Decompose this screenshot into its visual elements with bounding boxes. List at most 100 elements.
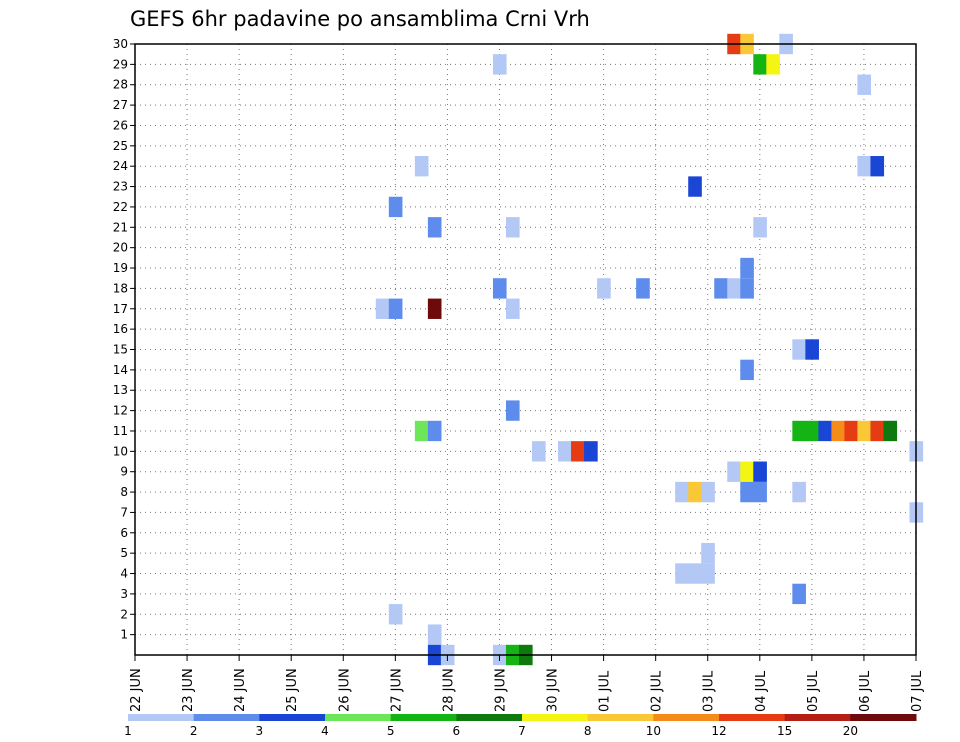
heatmap-cell [688,176,702,197]
color-bar-label: 15 [777,724,792,738]
heatmap-cell [740,257,754,279]
y-tick-label: 4 [120,567,128,581]
heatmap-cell [870,420,885,442]
heatmap-cell [818,420,832,442]
color-bar-swatch [325,714,392,721]
heatmap-cell [492,54,507,75]
color-bar-label: 10 [646,724,661,738]
color-bar-label: 20 [843,724,858,738]
heatmap-cell [558,441,572,462]
y-axis: 1234567891011121314151617181920212223242… [113,37,135,642]
y-tick-label: 11 [113,424,128,438]
y-tick-label: 3 [120,587,128,601]
color-bar-label: 2 [190,724,198,738]
heatmap-cell [688,481,702,503]
y-tick-label: 15 [113,343,128,357]
x-tick-label: 03 JUL [702,670,717,712]
heatmap-cell [844,420,859,442]
heatmap-cell [727,461,741,482]
heatmap-cell [792,481,806,503]
heatmap-cell [505,217,520,238]
heatmap-cell [740,461,754,482]
x-tick-label: 22 JUN [129,668,144,712]
color-bar-swatch [784,714,851,721]
heatmap-cell [701,563,715,584]
y-tick-label: 12 [113,404,128,418]
y-tick-label: 26 [113,118,128,132]
y-tick-label: 8 [120,485,128,499]
x-tick-label: 01 JUL [598,670,613,712]
x-tick-label: 29 JUN [493,668,508,712]
y-tick-label: 7 [120,505,128,519]
y-tick-label: 1 [120,628,128,642]
y-tick-label: 19 [113,261,128,275]
y-tick-label: 13 [113,383,128,397]
color-bar-label: 8 [584,724,592,738]
heatmap-cell [532,441,546,462]
y-tick-label: 24 [113,159,128,173]
x-tick-label: 24 JUN [233,668,248,712]
y-tick-label: 20 [113,241,128,255]
heatmap-cell [375,298,390,319]
heatmap-cell [740,278,754,299]
heatmap-cell [675,481,689,503]
color-bar-label: 12 [711,724,726,738]
y-tick-label: 30 [113,37,128,51]
heatmap-cell [701,542,715,564]
color-bar-label: 5 [387,724,395,738]
x-tick-label: 27 JUN [389,668,404,712]
y-tick-label: 16 [113,322,128,336]
heatmap-cell [883,420,898,442]
heatmap-cell [636,278,650,299]
heatmap-cell [792,583,806,605]
heatmap-cell [597,278,611,299]
heatmap-cell [792,420,806,442]
heatmap-cell [427,624,442,645]
heatmap-cell [727,278,741,299]
y-tick-label: 27 [113,98,128,112]
heatmap-cell [753,461,767,482]
color-bar-swatch [653,714,720,721]
color-bar-label: 1 [124,724,132,738]
heatmap-cell [571,441,585,462]
color-bar-label: 3 [256,724,264,738]
color-bar-swatch [850,714,917,721]
y-tick-label: 18 [113,281,128,295]
heatmap-cell [857,156,872,177]
y-tick-label: 21 [113,220,128,234]
x-axis: 22 JUN 23 JUN 24 JUN 25 JUN 26 JUN 27 JUN 28 J… [129,655,925,712]
color-bar-swatch [259,714,326,721]
heatmap-cell [805,420,819,442]
y-tick-label: 29 [113,57,128,71]
heatmap-cell [388,196,403,218]
heatmap-cell [701,481,715,503]
heatmap-cell [505,298,520,319]
color-bar-swatch [719,714,786,721]
color-bar-swatch [390,714,457,721]
heatmap-cell [584,441,598,462]
y-tick-label: 28 [113,78,128,92]
color-bar: 1 2 3 4 5 6 7 8 10 12 15 20 [124,714,917,738]
heatmap-cell [427,420,442,442]
heatmap-cell [388,604,403,625]
color-bar-label: 7 [518,724,526,738]
heatmap-cell [753,54,767,75]
y-tick-label: 22 [113,200,128,214]
x-tick-label: 23 JUN [181,668,196,712]
heatmap-cell [857,74,872,95]
heatmap-cells [375,33,924,666]
y-tick-label: 6 [120,526,128,540]
heatmap-cell [427,217,442,238]
x-tick-label: 07 JUL [910,670,925,712]
heatmap-cell [805,339,819,360]
y-tick-label: 2 [120,607,128,621]
heatmap-cell [831,420,846,442]
color-bar-swatch [456,714,523,721]
x-tick-label: 04 JUL [754,670,769,712]
heatmap-cell [414,156,429,177]
y-tick-label: 17 [113,302,128,316]
color-bar-swatch [522,714,589,721]
x-tick-label: 02 JUL [650,670,665,712]
heatmap-cell [792,339,806,360]
